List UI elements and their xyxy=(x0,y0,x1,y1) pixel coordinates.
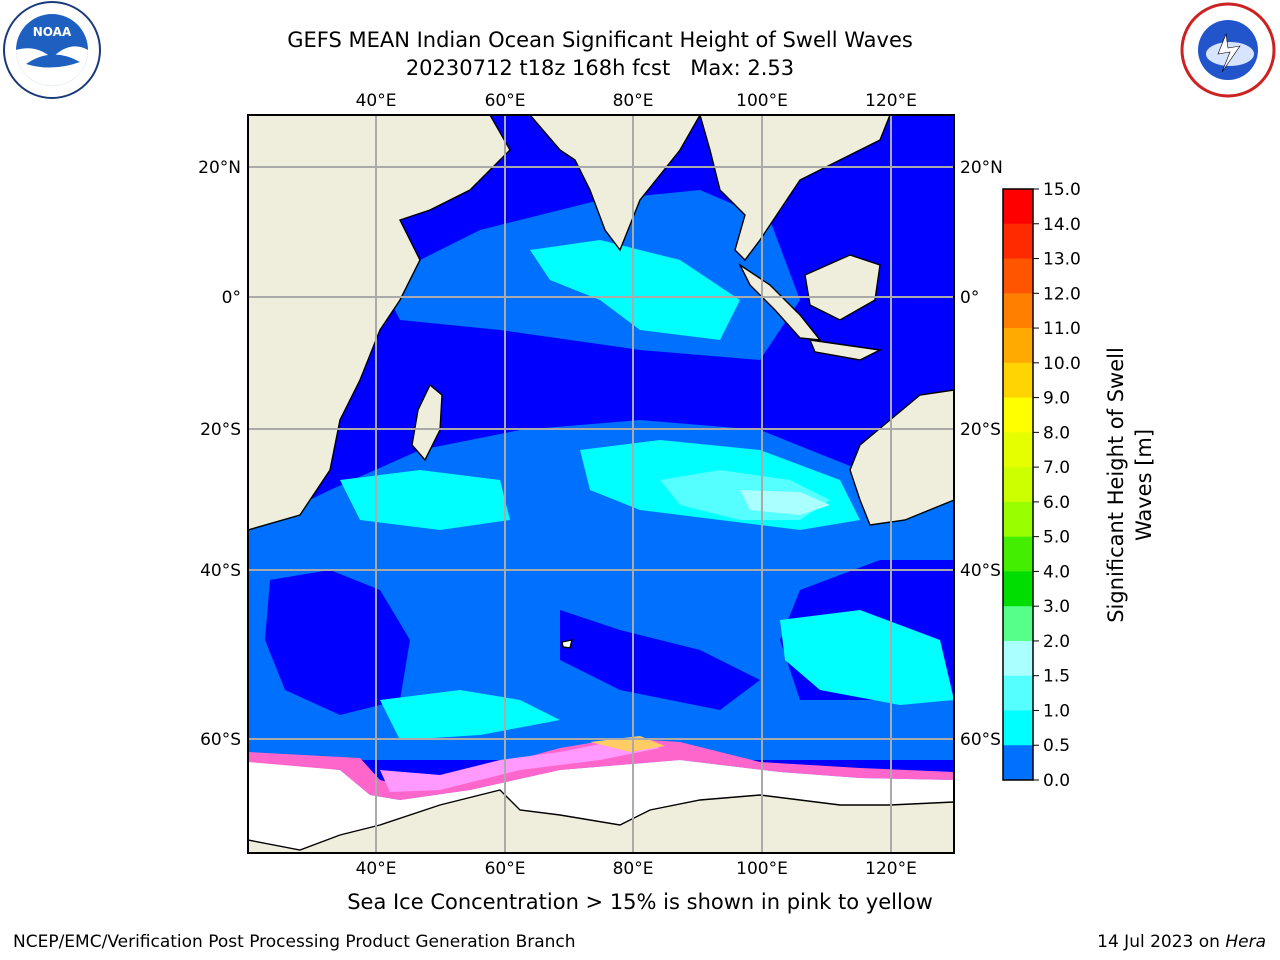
lat-tick-left: 20°N xyxy=(198,158,241,178)
colorbar-segment xyxy=(1003,571,1033,607)
nws-logo xyxy=(1180,2,1276,98)
colorbar-tick-label: 0.0 xyxy=(1043,771,1070,791)
lon-tick-top: 60°E xyxy=(485,91,526,111)
colorbar-ticks: 15.0 14.0 13.0 12.0 11.0 10.0 9.0 8.0 7.0 6.0 5.0 4… xyxy=(1033,180,1081,791)
lat-tick-right: 20°S xyxy=(960,420,1001,440)
lon-tick-top: 120°E xyxy=(865,91,917,111)
footer-date-text: 14 Jul 2023 on xyxy=(1097,932,1226,952)
colorbar-tick-label: 6.0 xyxy=(1043,493,1070,513)
colorbar-segment xyxy=(1003,710,1033,746)
colorbar-frame xyxy=(1002,188,1034,781)
colorbar-tick-label: 5.0 xyxy=(1043,528,1070,548)
lat-tick-left: 40°S xyxy=(200,561,241,581)
colorbar-tick-label: 12.0 xyxy=(1043,284,1081,304)
lat-tick-right: 20°N xyxy=(960,158,1003,178)
colorbar xyxy=(1003,189,1033,781)
colorbar-segment xyxy=(1003,258,1033,294)
colorbar-segment xyxy=(1003,397,1033,433)
colorbar-tick-label: 10.0 xyxy=(1043,354,1081,374)
colorbar-tick-label: 4.0 xyxy=(1043,562,1070,582)
lat-tick-left: 0° xyxy=(222,288,241,308)
footer-credit: NCEP/EMC/Verification Post Processing Pr… xyxy=(13,932,576,952)
sea-ice-note: Sea Ice Concentration > 15% is shown in … xyxy=(347,890,933,914)
lat-tick-right: 60°S xyxy=(960,730,1001,750)
colorbar-tick-label: 13.0 xyxy=(1043,250,1081,270)
colorbar-tick-label: 0.5 xyxy=(1043,736,1070,756)
land xyxy=(248,115,954,853)
colorbar-tick-label: 11.0 xyxy=(1043,319,1081,339)
colorbar-tick-label: 1.5 xyxy=(1043,667,1070,687)
lon-tick-bottom: 120°E xyxy=(865,859,917,879)
madagascar-land xyxy=(411,383,443,462)
colorbar-tick-label: 2.0 xyxy=(1043,632,1070,652)
footer-date: 14 Jul 2023 on Hera xyxy=(1097,932,1266,952)
noaa-logo: NOAA xyxy=(3,1,101,99)
colorbar-label-line-1: Significant Height of Swell xyxy=(1104,347,1128,623)
java-land xyxy=(808,339,883,361)
lon-tick-top: 80°E xyxy=(613,91,654,111)
swell-field xyxy=(248,190,954,853)
southeast-asia-land xyxy=(699,115,891,262)
colorbar-tick-label: 7.0 xyxy=(1043,458,1070,478)
colorbar-tick-label: 8.0 xyxy=(1043,423,1070,443)
colorbar-segment xyxy=(1003,293,1033,329)
footer-host: Hera xyxy=(1225,932,1266,952)
sumatra-land xyxy=(738,262,822,341)
map-area xyxy=(248,115,954,853)
lon-tick-bottom: 80°E xyxy=(613,859,654,879)
lon-tick-top: 100°E xyxy=(736,91,788,111)
borneo-land xyxy=(804,254,881,321)
title-line-1: GEFS MEAN Indian Ocean Significant Heigh… xyxy=(287,28,913,52)
lon-tick-top: 40°E xyxy=(356,91,397,111)
colorbar-segment xyxy=(1003,606,1033,642)
colorbar-segment xyxy=(1003,640,1033,677)
lon-tick-bottom: 100°E xyxy=(736,859,788,879)
colorbar-segment xyxy=(1003,223,1033,260)
colorbar-segment xyxy=(1003,189,1033,225)
map-title: GEFS MEAN Indian Ocean Significant Heigh… xyxy=(0,26,1200,82)
lat-tick-right: 40°S xyxy=(960,561,1001,581)
kerguelen-land xyxy=(561,639,573,649)
colorbar-segment xyxy=(1003,432,1033,468)
colorbar-segment xyxy=(1003,328,1033,364)
colorbar-segment xyxy=(1003,745,1033,781)
lon-tick-bottom: 40°E xyxy=(356,859,397,879)
lat-tick-left: 60°S xyxy=(200,730,241,750)
australia-land xyxy=(849,389,954,526)
title-line-2: 20230712 t18z 168h fcst Max: 2.53 xyxy=(405,56,795,80)
map-frame xyxy=(247,114,955,854)
india-land xyxy=(529,115,701,252)
africa-land xyxy=(248,115,511,531)
colorbar-tick-label: 3.0 xyxy=(1043,597,1070,617)
map-grid xyxy=(248,115,954,853)
colorbar-segment xyxy=(1003,501,1033,538)
lon-tick-bottom: 60°E xyxy=(485,859,526,879)
colorbar-segment xyxy=(1003,467,1033,503)
colorbar-tick-label: 9.0 xyxy=(1043,389,1070,409)
colorbar-label-line-2: Waves [m] xyxy=(1132,429,1156,541)
noaa-logo-text: NOAA xyxy=(33,25,72,39)
lat-tick-left: 20°S xyxy=(200,420,241,440)
colorbar-segment xyxy=(1003,536,1033,572)
colorbar-tick-label: 15.0 xyxy=(1043,180,1081,200)
colorbar-segment xyxy=(1003,675,1033,711)
colorbar-tick-label: 1.0 xyxy=(1043,701,1070,721)
colorbar-segment xyxy=(1003,362,1033,399)
lat-tick-right: 0° xyxy=(960,288,979,308)
colorbar-tick-label: 14.0 xyxy=(1043,215,1081,235)
